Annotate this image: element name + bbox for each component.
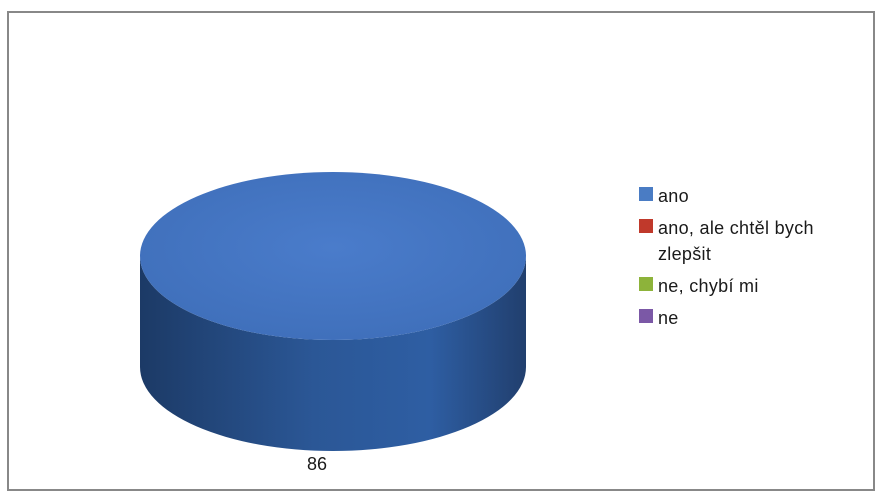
legend-label: ano (658, 186, 689, 206)
legend-item-ne: ne (639, 305, 879, 331)
data-label-ano: 86 (307, 454, 327, 474)
legend-label: ne, chybí mi (658, 276, 759, 296)
legend: ano ano, ale chtěl bych zlepšit ne, chyb… (639, 183, 879, 337)
pie-slices (140, 172, 526, 451)
legend-item-ano: ano (639, 183, 879, 209)
pie-slice-ano (140, 172, 526, 340)
legend-swatch-ne-chybi-mi (639, 277, 653, 291)
pie-slice-side-ano (140, 256, 526, 451)
chart-frame: 86 ano ano, ale chtěl bych zlepšit ne, c… (7, 11, 875, 491)
legend-label: ano, ale chtěl bych zlepšit (658, 218, 814, 264)
legend-label: ne (658, 308, 679, 328)
legend-swatch-ne (639, 309, 653, 323)
legend-item-ano-ale: ano, ale chtěl bych zlepšit (639, 215, 879, 267)
pie-chart: 86 (140, 172, 526, 474)
legend-swatch-ano (639, 187, 653, 201)
legend-swatch-ano-ale (639, 219, 653, 233)
legend-item-ne-chybi-mi: ne, chybí mi (639, 273, 879, 299)
